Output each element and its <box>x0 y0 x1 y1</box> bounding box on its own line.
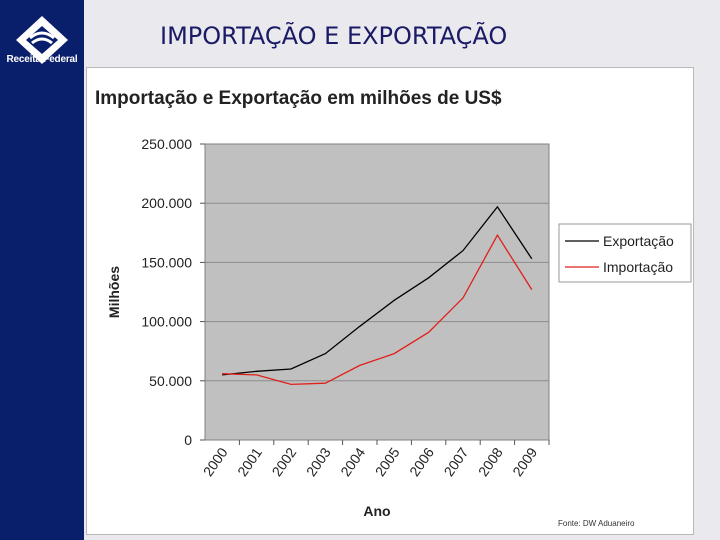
legend-box <box>558 223 692 283</box>
chart: Importação e Exportação em milhões de US… <box>95 88 692 519</box>
x-tick-label: 2009 <box>509 444 540 479</box>
logo-text: Receita Federal <box>6 54 78 65</box>
x-tick-label: 2004 <box>337 444 368 479</box>
y-axis-label: Milhões <box>106 266 122 318</box>
x-tick-label: 2000 <box>200 444 231 479</box>
gridlines <box>200 143 550 445</box>
x-tick-label: 2006 <box>406 444 437 479</box>
series-line-importacao <box>222 233 533 386</box>
y-tick-labels: 0 50.000 100.000 150.000 200.000 250.000 <box>141 136 192 448</box>
source-note: Fonte: DW Aduaneiro <box>558 519 635 528</box>
x-tick-label: 2005 <box>372 444 403 479</box>
x-tick-label: 2001 <box>234 444 265 479</box>
x-tick-labels: 2000 2001 2002 2003 2004 2005 2006 2007 2008 2009 <box>200 444 541 479</box>
series-line-exportacao <box>222 205 533 376</box>
x-tick-label: 2008 <box>475 444 506 479</box>
y-tick-label: 150.000 <box>141 254 192 270</box>
chart-title: Importação e Exportação em milhões de US… <box>95 88 502 109</box>
y-tick-label: 200.000 <box>141 195 192 211</box>
chart-frame: Importação e Exportação em milhões de US… <box>86 67 694 535</box>
legend-label-exportacao: Exportação <box>603 233 674 249</box>
x-tick-label: 2003 <box>303 444 334 479</box>
slide-title: IMPORTAÇÃO E EXPORTAÇÃO <box>160 22 508 50</box>
y-tick-label: 0 <box>184 432 192 448</box>
x-tick-label: 2002 <box>268 444 299 479</box>
plot-area <box>204 143 550 441</box>
legend: Exportação Importação <box>558 223 692 283</box>
x-tick-label: 2007 <box>440 444 471 479</box>
legend-label-importacao: Importação <box>603 259 673 275</box>
y-tick-label: 100.000 <box>141 314 192 330</box>
series-lines <box>222 205 533 386</box>
sidebar: Receita Federal <box>0 0 84 540</box>
y-tick-label: 250.000 <box>141 136 192 152</box>
y-tick-label: 50.000 <box>149 373 192 389</box>
x-axis-label: Ano <box>363 503 390 519</box>
receita-federal-logo-icon <box>16 16 68 64</box>
